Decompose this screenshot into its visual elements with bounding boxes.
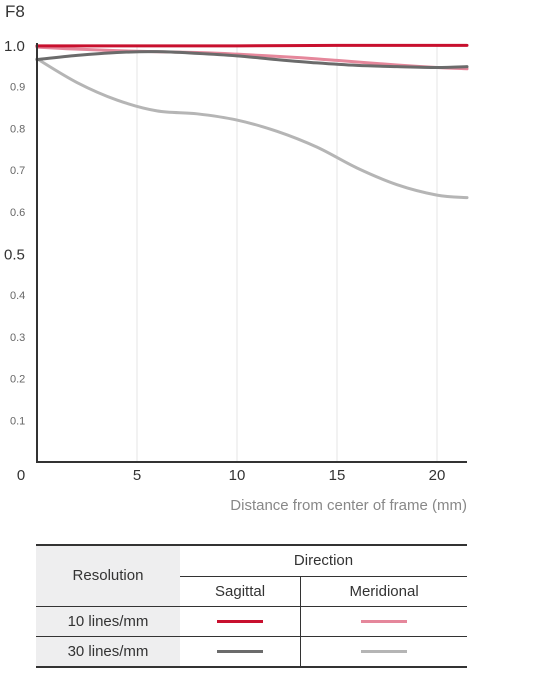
- x-tick-label: 20: [429, 467, 446, 484]
- y-axis-ticks: 0.1 0.2 0.3 0.4 0.5 0.6 0.7 0.8 0.9 1.0: [4, 38, 25, 427]
- sagittal-header: Sagittal: [180, 575, 301, 606]
- x-tick-label: 5: [133, 467, 141, 484]
- x-axis-label: Distance from center of frame (mm): [230, 497, 467, 514]
- swatch-30-meridional: [361, 650, 408, 654]
- legend-row-label: 30 lines/mm: [36, 635, 180, 668]
- swatch-cell: [180, 635, 301, 668]
- grid-lines: [136, 45, 438, 462]
- legend-row-label: 10 lines/mm: [36, 605, 180, 636]
- y-tick-label: 0.1: [10, 415, 25, 427]
- legend-row-30: 30 lines/mm: [36, 635, 467, 668]
- x-tick-label: 0: [17, 467, 25, 484]
- x-tick-label: 15: [329, 467, 346, 484]
- y-tick-label: 0.8: [10, 123, 25, 135]
- resolution-header: Resolution: [36, 544, 180, 606]
- series-lines: [35, 43, 469, 200]
- y-tick-label: 0.9: [10, 82, 25, 94]
- series-line: [35, 50, 469, 70]
- series-line: [35, 57, 469, 200]
- x-axis-ticks: 0 5 10 15 20: [17, 467, 446, 484]
- y-tick-label: 0.5: [4, 247, 25, 264]
- mtf-chart: F8 0.1 0.2 0.3 0.4 0.5 0.6 0.7 0.8 0.9 1.0 0 5 10 15…: [4, 2, 469, 514]
- legend-table: Resolution Direction Sagittal Meridional…: [36, 544, 467, 668]
- legend-row-10: 10 lines/mm: [36, 605, 467, 636]
- swatch-30-sagittal: [217, 650, 264, 654]
- chart-title: F8: [5, 2, 25, 21]
- direction-label: Direction: [293, 552, 354, 570]
- y-tick-label: 0.2: [10, 374, 25, 386]
- meridional-header: Meridional: [300, 575, 467, 606]
- resolution-label: Resolution: [72, 567, 144, 585]
- y-tick-label: 1.0: [4, 38, 25, 55]
- meridional-label: Meridional: [349, 582, 419, 600]
- sagittal-label: Sagittal: [215, 582, 266, 600]
- swatch-10-sagittal: [217, 620, 264, 624]
- x-tick-label: 10: [229, 467, 246, 484]
- direction-header: Direction: [180, 544, 467, 576]
- swatch-cell: [180, 605, 301, 636]
- swatch-cell: [300, 635, 467, 668]
- y-tick-label: 0.4: [10, 290, 25, 302]
- swatch-10-meridional: [361, 620, 408, 624]
- y-tick-label: 0.3: [10, 332, 25, 344]
- swatch-cell: [300, 605, 467, 636]
- y-tick-label: 0.7: [10, 165, 25, 177]
- y-tick-label: 0.6: [10, 207, 25, 219]
